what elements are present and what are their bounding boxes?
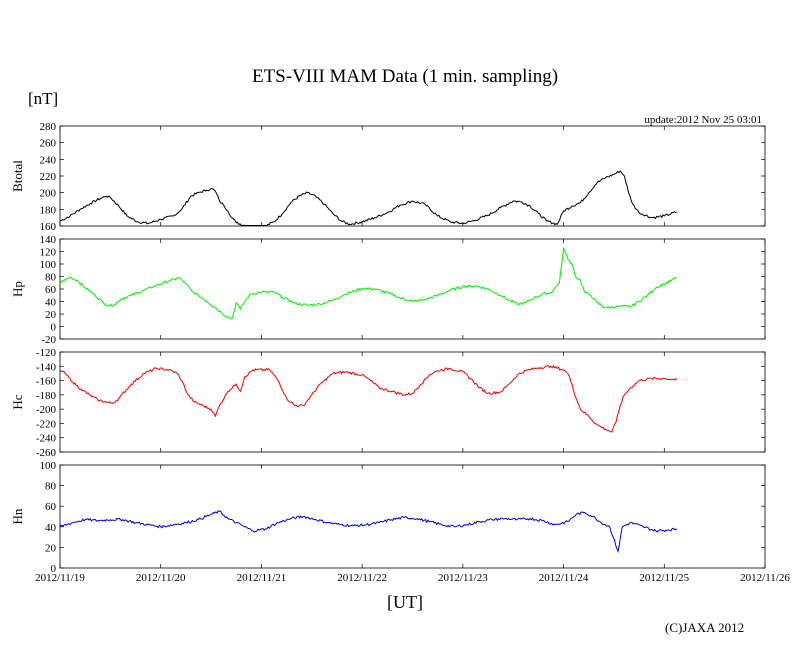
panel-label-btotal: Btotal xyxy=(10,160,25,192)
x-tick-label: 2012/11/22 xyxy=(337,572,387,584)
y-tick-label: 80 xyxy=(45,272,57,284)
y-tick-label: -200 xyxy=(36,404,57,416)
y-tick-label: 0 xyxy=(51,563,57,575)
x-tick-label: 2012/11/21 xyxy=(237,572,287,584)
x-axis-label: [UT] xyxy=(387,592,423,612)
y-unit-label: [nT] xyxy=(28,89,59,108)
series-line-btotal xyxy=(59,170,678,227)
y-tick-label: -140 xyxy=(36,361,57,373)
y-tick-label: 220 xyxy=(40,171,57,183)
x-tick-label: 2012/11/23 xyxy=(438,572,488,584)
y-tick-label: 0 xyxy=(51,322,57,334)
series-line-hp xyxy=(59,246,678,320)
y-tick-label: 60 xyxy=(45,501,57,513)
y-tick-label: 200 xyxy=(40,188,57,200)
x-tick-label: 2012/11/25 xyxy=(639,572,689,584)
x-tick-label: 2012/11/19 xyxy=(35,572,85,584)
y-tick-label: -120 xyxy=(36,347,57,359)
y-tick-label: -20 xyxy=(41,334,56,346)
y-tick-label: 100 xyxy=(40,259,57,271)
y-tick-label: 20 xyxy=(45,309,57,321)
y-tick-label: 120 xyxy=(40,247,57,259)
y-tick-label: -180 xyxy=(36,390,57,402)
y-tick-label: 40 xyxy=(45,522,57,534)
panel-frame-hc xyxy=(59,351,766,453)
y-tick-label: 240 xyxy=(40,154,57,166)
y-tick-label: 80 xyxy=(45,481,57,493)
panel-frame-hp xyxy=(59,238,766,340)
x-tick-label: 2012/11/20 xyxy=(136,572,186,584)
y-tick-label: 260 xyxy=(40,138,57,150)
y-tick-label: 180 xyxy=(40,204,57,216)
x-tick-label: 2012/11/26 xyxy=(740,572,790,584)
panel-label-hc: Hc xyxy=(10,394,25,409)
y-tick-label: 100 xyxy=(40,460,57,472)
y-tick-label: 20 xyxy=(45,542,57,554)
y-tick-label: 280 xyxy=(40,121,57,133)
update-timestamp: update:2012 Nov 25 03:01 xyxy=(644,114,762,126)
y-tick-label: -260 xyxy=(36,447,57,459)
y-tick-label: -160 xyxy=(36,376,57,388)
panel-label-hp: Hp xyxy=(10,281,25,297)
y-tick-label: 160 xyxy=(40,221,57,233)
panel-frame-btotal xyxy=(59,125,766,227)
y-tick-label: 40 xyxy=(45,297,57,309)
series-line-hn xyxy=(59,509,678,554)
y-tick-label: -240 xyxy=(36,433,57,445)
y-tick-label: 140 xyxy=(40,234,57,246)
panel-label-hn: Hn xyxy=(10,508,25,524)
y-tick-label: 60 xyxy=(45,284,57,296)
panel-frame-hn xyxy=(59,464,766,569)
x-tick-label: 2012/11/24 xyxy=(539,572,589,584)
series-line-hc xyxy=(59,364,678,433)
y-tick-label: -220 xyxy=(36,418,57,430)
copyright-text: (C)JAXA 2012 xyxy=(665,620,745,635)
chart-title: ETS-VIII MAM Data (1 min. sampling) xyxy=(251,66,559,87)
